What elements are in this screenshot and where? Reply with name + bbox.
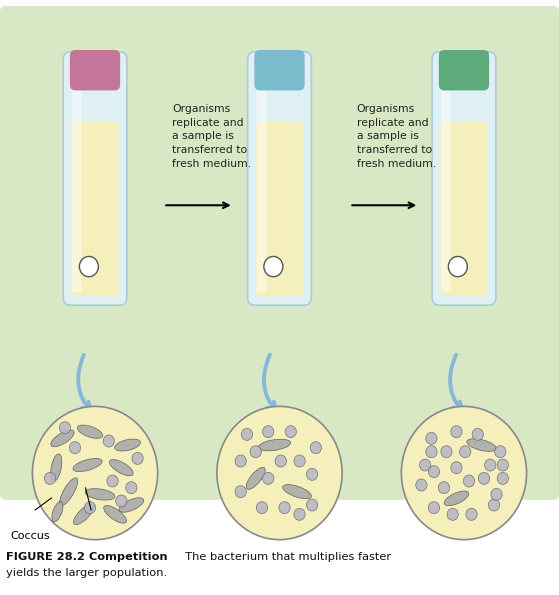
FancyBboxPatch shape [256, 121, 303, 296]
Ellipse shape [110, 459, 133, 476]
Circle shape [459, 446, 471, 458]
Circle shape [441, 446, 452, 458]
Circle shape [426, 446, 437, 458]
Ellipse shape [467, 439, 496, 452]
Circle shape [279, 502, 290, 513]
Circle shape [306, 499, 318, 511]
FancyBboxPatch shape [72, 121, 119, 296]
Text: Organisms
replicate and
a sample is
transferred to
fresh medium.: Organisms replicate and a sample is tran… [357, 104, 436, 168]
Circle shape [485, 459, 496, 471]
Ellipse shape [52, 502, 63, 522]
Ellipse shape [85, 488, 115, 500]
FancyBboxPatch shape [0, 6, 559, 500]
Circle shape [126, 482, 137, 494]
Ellipse shape [258, 439, 291, 451]
Circle shape [132, 452, 143, 464]
Circle shape [294, 455, 305, 467]
Circle shape [419, 459, 431, 471]
Circle shape [103, 435, 115, 447]
Ellipse shape [60, 478, 78, 506]
FancyBboxPatch shape [248, 52, 311, 305]
FancyBboxPatch shape [439, 50, 489, 90]
Circle shape [250, 446, 262, 458]
Circle shape [294, 508, 305, 521]
FancyBboxPatch shape [432, 52, 496, 305]
Circle shape [479, 472, 490, 484]
Ellipse shape [283, 484, 311, 499]
Circle shape [463, 475, 475, 487]
Text: Organisms
replicate and
a sample is
transferred to
fresh medium.: Organisms replicate and a sample is tran… [172, 104, 252, 168]
Circle shape [306, 468, 318, 480]
Ellipse shape [73, 458, 102, 472]
Circle shape [497, 472, 509, 484]
Circle shape [263, 425, 274, 438]
Circle shape [84, 502, 96, 513]
Circle shape [263, 472, 274, 484]
Circle shape [472, 428, 484, 440]
Circle shape [416, 479, 427, 491]
Circle shape [59, 422, 70, 434]
FancyBboxPatch shape [441, 65, 451, 292]
Circle shape [489, 499, 500, 511]
Circle shape [448, 256, 467, 277]
Circle shape [107, 475, 118, 487]
Circle shape [79, 256, 98, 277]
Circle shape [426, 433, 437, 444]
Circle shape [451, 462, 462, 474]
Circle shape [438, 482, 449, 494]
Circle shape [310, 441, 321, 454]
Circle shape [451, 425, 462, 438]
Circle shape [257, 502, 268, 513]
FancyBboxPatch shape [72, 65, 82, 292]
Circle shape [466, 508, 477, 521]
Ellipse shape [246, 467, 266, 489]
Circle shape [44, 472, 55, 484]
Text: Coccus: Coccus [10, 531, 50, 541]
FancyBboxPatch shape [254, 50, 305, 90]
Circle shape [447, 508, 458, 521]
Circle shape [285, 425, 296, 438]
FancyBboxPatch shape [440, 121, 487, 296]
FancyBboxPatch shape [70, 50, 120, 90]
Circle shape [495, 446, 506, 458]
Circle shape [428, 502, 439, 513]
FancyBboxPatch shape [257, 65, 266, 292]
FancyBboxPatch shape [63, 52, 127, 305]
Ellipse shape [51, 454, 62, 481]
Circle shape [116, 495, 127, 507]
Ellipse shape [115, 439, 140, 451]
Ellipse shape [119, 498, 144, 512]
Circle shape [241, 428, 253, 440]
Circle shape [401, 406, 527, 540]
Text: yields the larger population.: yields the larger population. [6, 568, 167, 578]
Circle shape [491, 488, 502, 500]
Ellipse shape [74, 504, 94, 525]
Circle shape [428, 466, 439, 478]
Ellipse shape [78, 425, 103, 439]
Ellipse shape [444, 491, 468, 506]
Text: FIGURE 28.2 Competition: FIGURE 28.2 Competition [6, 552, 167, 562]
Circle shape [264, 256, 283, 277]
Circle shape [497, 459, 509, 471]
Circle shape [275, 455, 286, 467]
Text: Rod: Rod [83, 531, 104, 541]
Circle shape [32, 406, 158, 540]
Circle shape [235, 486, 247, 497]
Text: The bacterium that multiplies faster: The bacterium that multiplies faster [178, 552, 391, 562]
Circle shape [69, 441, 80, 454]
Ellipse shape [51, 430, 74, 447]
Ellipse shape [104, 506, 126, 523]
Circle shape [217, 406, 342, 540]
Circle shape [235, 455, 247, 467]
